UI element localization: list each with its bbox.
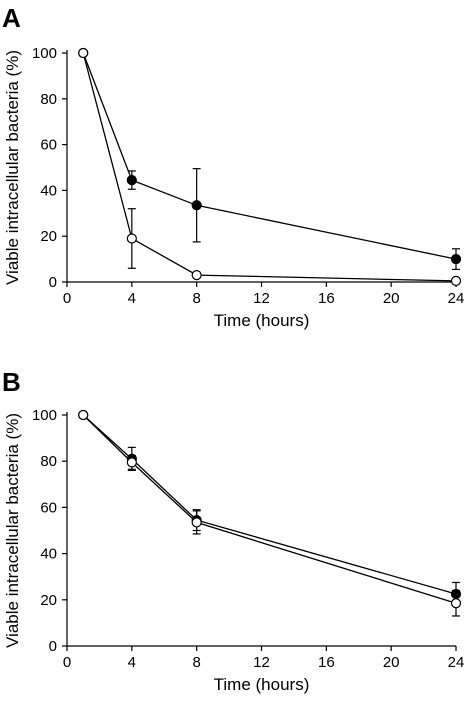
panel-b-y-tick-label: 100: [32, 407, 57, 424]
panel-a-x-tick-label: 12: [253, 290, 270, 307]
panel-a-y-tick-label: 60: [40, 137, 57, 154]
panel-b-series-filled-line: [82, 414, 457, 595]
panel-b-x-axis-title: Time (hours): [214, 675, 310, 694]
panel-b-y-tick-label: 0: [49, 638, 57, 655]
panel-b-series-open-point: [191, 517, 202, 528]
panel-b-y-axis-title: Viable intracellular bacteria (%): [3, 413, 22, 648]
panel-b-y-tick-label: 80: [40, 453, 57, 470]
panel-b-y-tick-label: 20: [40, 592, 57, 609]
panel-a-series-filled-point: [191, 200, 202, 211]
panel-a-x-tick-label: 20: [383, 290, 400, 307]
panel-b-x-tick-label: 12: [253, 654, 270, 671]
panel-a-x-axis-title: Time (hours): [214, 311, 310, 330]
panel-b-x-tick-label: 0: [63, 654, 71, 671]
panel-b-x-tick-label: 16: [318, 654, 335, 671]
panel-a-y-axis-title: Viable intracellular bacteria (%): [3, 50, 22, 285]
panel-b-x-tick-label: 24: [448, 654, 465, 671]
panel-a-y-tick-label: 100: [32, 45, 57, 62]
panel-a-series-open-point: [450, 275, 462, 286]
panel-a-y-tick-label: 80: [40, 91, 57, 108]
panel-a-y-tick-label: 0: [49, 274, 57, 291]
panel-a-series-open-line: [82, 52, 457, 282]
panel-a-x-tick-label: 8: [192, 290, 200, 307]
panel-b-x-tick-label: 20: [383, 654, 400, 671]
panel-b-letter: B: [2, 367, 21, 397]
panel-a-series-filled-point: [126, 174, 137, 186]
panel-b-x-tick-label: 8: [192, 654, 200, 671]
panel-a-x-tick-label: 24: [448, 290, 465, 307]
panel-a-x-tick-label: 0: [63, 290, 71, 307]
panel-a-x-tick-label: 4: [128, 290, 136, 307]
panel-a-series-filled-point: [450, 254, 462, 265]
panel-a-y-tick-label: 20: [40, 228, 57, 245]
panel-a-series-open-point: [126, 233, 137, 244]
panel-a-series-open-point: [78, 47, 89, 59]
panel-b-series-open-line: [82, 414, 457, 604]
panel-a-x-tick-label: 16: [318, 290, 335, 307]
panel-a-series-filled-line: [82, 52, 457, 260]
panel-b-series-open-point: [450, 598, 462, 609]
panel-b-series-open-point: [126, 457, 137, 468]
panel-a-series-open-point: [191, 270, 202, 281]
panel-b-y-tick-label: 40: [40, 546, 57, 563]
panel-a-y-tick-label: 40: [40, 182, 57, 199]
panel-a-letter: A: [2, 3, 21, 33]
panel-b-series-open-point: [78, 409, 89, 421]
panel-b-y-tick-label: 60: [40, 499, 57, 516]
panel-b-x-tick-label: 4: [128, 654, 136, 671]
